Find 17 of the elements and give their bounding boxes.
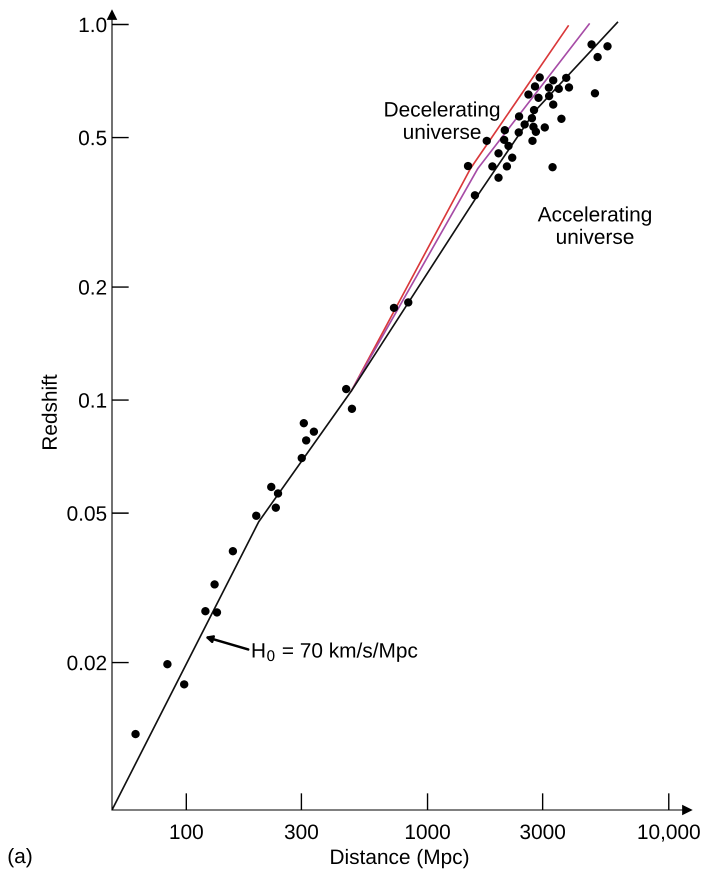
y-tick-label: 1.0: [80, 18, 106, 32]
y-tick-label: 0.05: [67, 506, 106, 521]
y-tick-label: 0.5: [78, 130, 106, 146]
y-tick-label: 0.2: [78, 280, 106, 295]
x-tick-label: 100: [170, 824, 203, 840]
annotation: Accelerating universe: [538, 206, 651, 244]
annotation: Decelerating universe: [385, 101, 500, 140]
x-tick-label: 1000: [406, 824, 450, 840]
x-tick-label: 300: [284, 824, 318, 840]
x-tick-label: 10,000: [638, 824, 700, 842]
text: (a): [8, 848, 32, 868]
y-tick-label: 0.02: [67, 656, 106, 670]
annotation: H$_{0}$ = 70 km/s/Mpc: [252, 642, 418, 662]
y-tick-label: 0.1: [78, 393, 106, 408]
y-axis-title: Redshift: [42, 374, 57, 449]
x-tick-label: 3000: [520, 824, 565, 840]
x-axis-title: Distance (Mpc): [331, 848, 468, 868]
